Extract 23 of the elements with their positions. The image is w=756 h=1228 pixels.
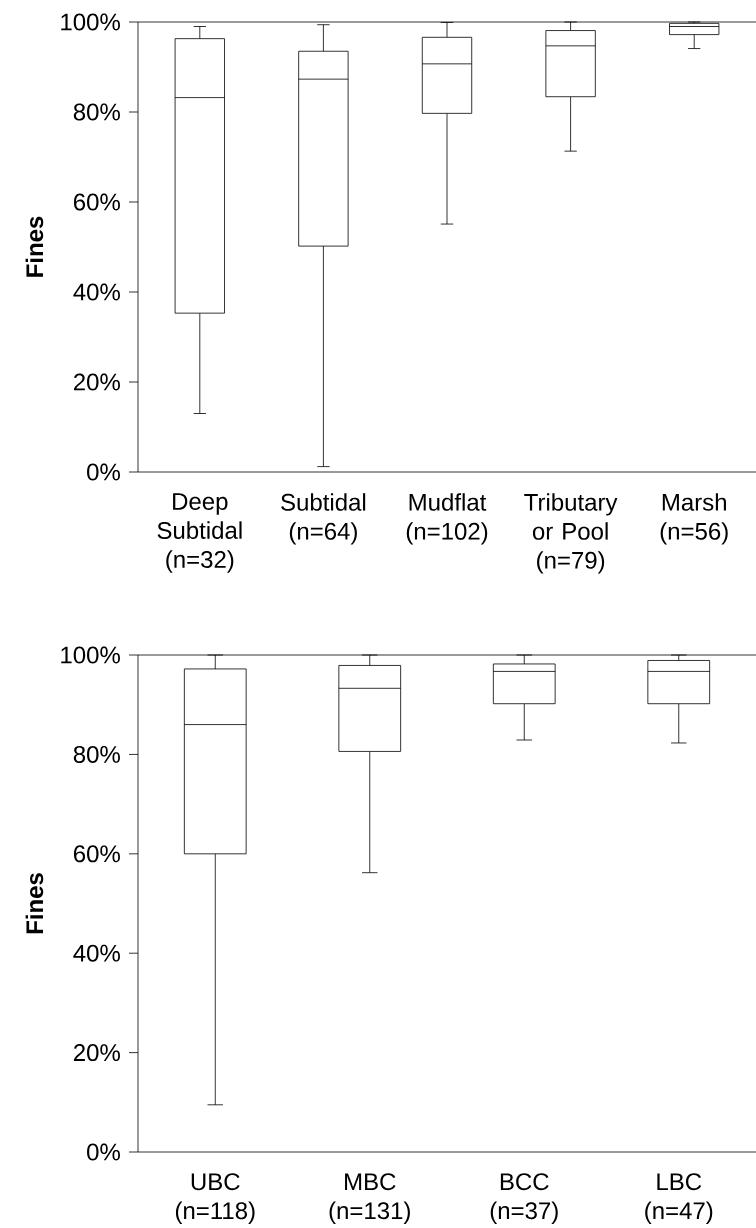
x-tick-label: Mudflat (n=102)	[406, 493, 488, 545]
y-tick-label: 100%	[61, 13, 120, 31]
y-tick-label: 0%	[87, 463, 120, 481]
x-tick-label: LBC (n=47)	[645, 1173, 713, 1224]
x-tick-label: Subtidal (n=64)	[281, 493, 366, 545]
y-tick-label: 0%	[87, 1143, 120, 1161]
y-tick-label: 60%	[73, 193, 120, 211]
y-tick-label: 100%	[61, 646, 120, 664]
x-tick-label: BCC (n=37)	[490, 1173, 558, 1224]
y-axis-title: Fines	[25, 216, 44, 277]
y-tick-label: 40%	[73, 283, 120, 301]
y-tick-label: 80%	[73, 745, 120, 763]
y-tick-label: 20%	[73, 373, 120, 391]
y-tick-label: 80%	[73, 103, 120, 121]
x-tick-label: MBC (n=131)	[329, 1173, 410, 1224]
y-tick-label: 40%	[73, 944, 120, 962]
x-tick-label: Tributary or Pool (n=79)	[524, 493, 618, 574]
y-tick-label: 60%	[73, 845, 120, 863]
x-tick-label: Marsh (n=56)	[660, 493, 728, 545]
y-axis-title: Fines	[25, 873, 44, 934]
y-tick-label: 20%	[73, 1044, 120, 1062]
x-tick-label: Deep Subtidal (n=32)	[157, 493, 242, 573]
x-tick-label: UBC (n=118)	[175, 1173, 255, 1224]
